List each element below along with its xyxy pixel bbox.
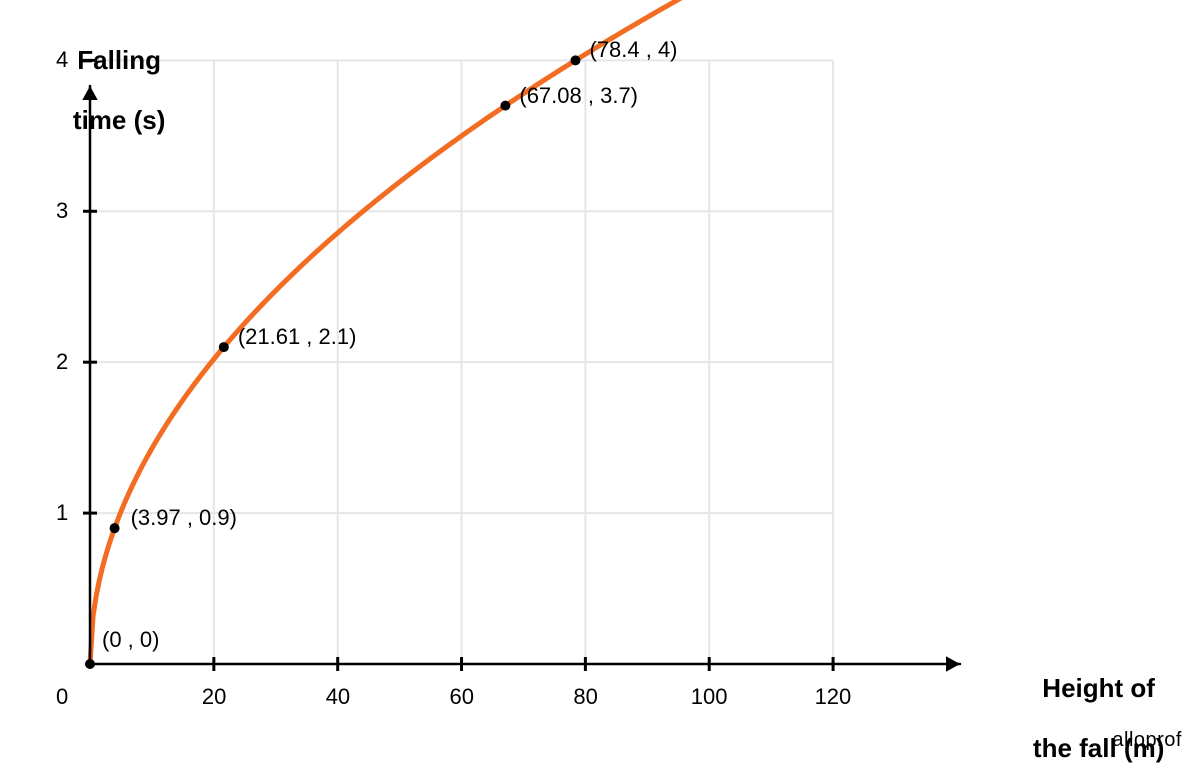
y-axis-title-line2: time (s) [73,105,165,135]
point-label: (3.97 , 0.9) [131,505,237,531]
y-tick-label: 1 [56,500,68,526]
y-axis-title: Falling time (s) [44,16,165,165]
x-tick-label: 60 [450,684,474,710]
curve-layer [90,0,895,664]
chart-stage: Falling time (s) Height of the fall (m) … [0,0,1200,770]
x-tick-label: 120 [815,684,852,710]
y-tick-label: 2 [56,349,68,375]
grid-layer [90,60,833,664]
y-tick-label: 4 [56,47,68,73]
x-axis-title-line1: Height of [1042,673,1155,703]
y-axis-title-line1: Falling [77,45,161,75]
point-label: (0 , 0) [102,627,159,653]
y-tick-label: 3 [56,198,68,224]
ticks-layer [83,60,833,671]
x-tick-label: 80 [573,684,597,710]
x-tick-label: 100 [691,684,728,710]
point-label: (21.61 , 2.1) [238,324,357,350]
x-tick-label: 40 [326,684,350,710]
x-tick-label: 20 [202,684,226,710]
point-label: (78.4 , 4) [589,37,677,63]
watermark: alloprof [1112,729,1182,752]
x-tick-label: 0 [56,684,68,710]
point-label: (67.08 , 3.7) [519,83,638,109]
